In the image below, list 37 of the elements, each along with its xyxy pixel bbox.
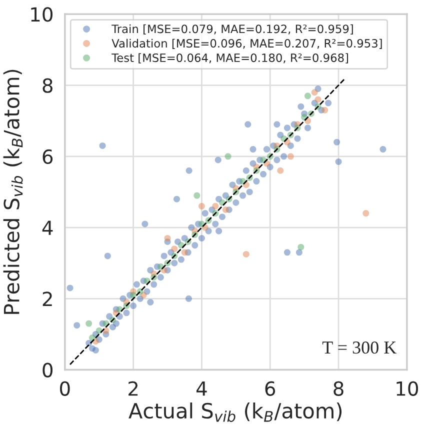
point: [287, 153, 294, 160]
x-tick-label: 10: [396, 381, 418, 396]
point: [362, 210, 370, 217]
y-axis-title: Predicted S$_{vib}$ (k$_{B}$/atom): [3, 70, 23, 314]
point: [86, 320, 92, 327]
x-tick-label: 0: [60, 381, 70, 396]
y-tick-label: 8: [42, 78, 52, 93]
point: [194, 192, 200, 199]
x-tick-label: 2: [128, 381, 138, 396]
point: [322, 106, 328, 114]
legend-label: Test [MSE=0.064, MAE=0.180, R²=0.968]: [112, 53, 348, 64]
point: [314, 96, 322, 103]
annotation: T = 300 K: [322, 341, 396, 354]
legend-label: Train [MSE=0.079, MAE=0.192, R²=0.959]: [112, 24, 353, 35]
point: [224, 153, 232, 160]
y-tick-label: 0: [42, 362, 52, 378]
x-tick-label: 6: [265, 381, 276, 396]
point: [242, 250, 250, 258]
y-tick-label: 6: [42, 149, 53, 164]
point: [277, 167, 284, 174]
point: [181, 249, 188, 256]
y-tick-label: 2: [42, 292, 52, 306]
legend-label: Validation [MSE=0.096, MAE=0.207, R²=0.953]: [112, 38, 382, 49]
x-tick-label: 4: [196, 382, 207, 396]
y-tick-label: 10: [31, 7, 52, 22]
point: [311, 89, 318, 96]
point: [212, 202, 219, 210]
point: [89, 334, 96, 342]
point: [198, 202, 205, 210]
x-tick-label: 8: [334, 381, 344, 396]
point: [171, 246, 178, 252]
x-axis-title: Actual S$_{vib}$ (k$_{B}$/atom): [128, 402, 342, 422]
y-tick-label: 4: [42, 220, 53, 235]
point: [164, 234, 171, 242]
point: [298, 244, 304, 250]
point: [304, 92, 311, 100]
point: [222, 206, 229, 213]
